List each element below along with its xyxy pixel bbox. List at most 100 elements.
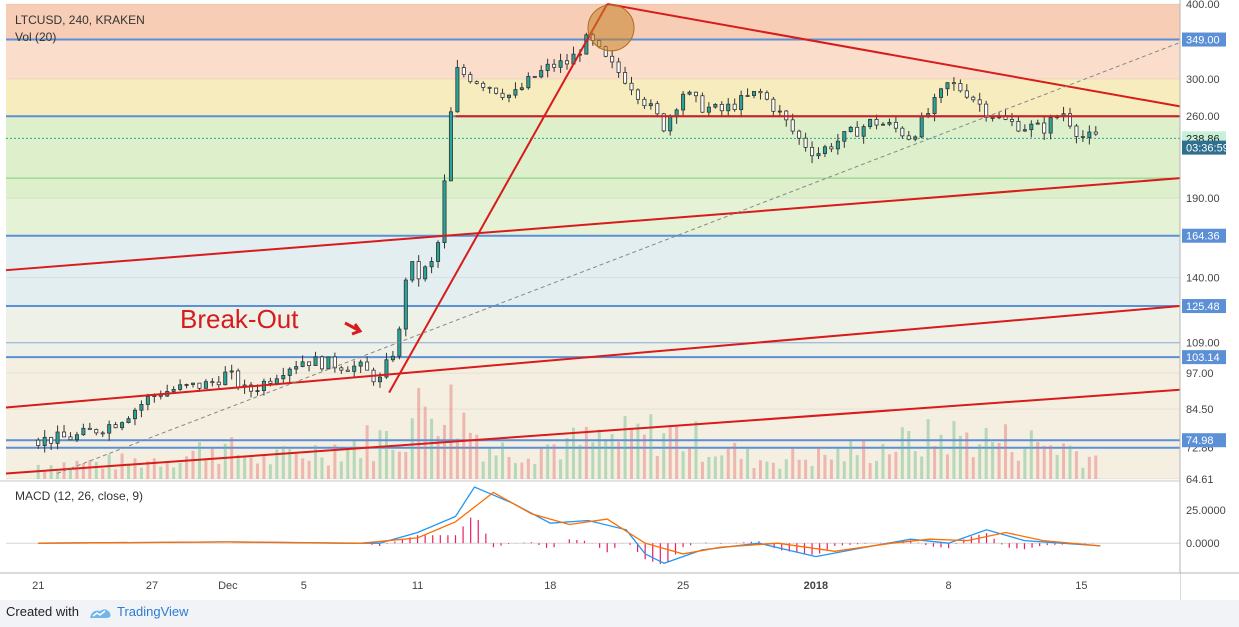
candle-body [332, 356, 337, 369]
candle-body [423, 266, 428, 280]
volume-bar [49, 465, 53, 479]
price-label-text: 74.98 [1186, 435, 1214, 447]
volume-bar [933, 446, 937, 479]
candle-body [429, 261, 434, 268]
candle-body [1080, 136, 1085, 138]
volume-bar [397, 451, 401, 479]
candle-body [771, 98, 776, 112]
volume-bar [120, 453, 124, 479]
volume-bar [1004, 424, 1008, 479]
candle-body [913, 136, 918, 140]
candle-body [448, 111, 453, 182]
volume-bar [384, 431, 388, 479]
candle-body [648, 103, 653, 107]
time-axis: 21 27 Dec 5 11 18 25 2018 8 15 [0, 572, 1239, 600]
volume-bar [971, 457, 975, 479]
candle-body [326, 356, 331, 370]
volume-bar [926, 419, 930, 479]
chart-canvas[interactable]: 400.00 300.00 260.00 190.00 164.36 140.00 125.… [0, 0, 1239, 600]
volume-bar [146, 461, 150, 479]
candle-body [307, 361, 312, 366]
volume-bar [991, 442, 995, 479]
candle-body [139, 404, 144, 411]
volume-bar [88, 460, 92, 479]
price-label-text: 125.48 [1186, 301, 1220, 313]
fib-band [6, 78, 1180, 117]
time-tick-label: 8 [946, 580, 952, 592]
volume-bar [462, 412, 466, 479]
candles-layer [36, 32, 1098, 453]
candle-body [880, 123, 885, 126]
volume-bar [804, 459, 808, 479]
volume-bar [326, 465, 330, 479]
candle-body [461, 67, 466, 75]
price-tick-label: 400.00 [1186, 0, 1220, 11]
volume-bar [733, 442, 737, 479]
candle-body [810, 147, 815, 157]
volume-bar [752, 468, 756, 479]
candle-body [94, 429, 99, 434]
candle-body [842, 131, 847, 142]
volume-bar [114, 469, 118, 479]
macd-tick-label: 25.0000 [1186, 505, 1226, 517]
volume-bar [952, 421, 956, 479]
candle-body [977, 99, 982, 105]
volume-bar [855, 455, 859, 479]
volume-bar [746, 446, 750, 479]
price-label-tag [1182, 32, 1226, 47]
tradingview-link[interactable]: TradingView [117, 604, 189, 619]
volume-bar [1068, 445, 1072, 479]
candle-body [49, 436, 54, 444]
candle-body [629, 82, 634, 91]
price-label-text: 164.36 [1186, 231, 1220, 243]
volume-bar [604, 439, 608, 479]
volume-bar [694, 421, 698, 479]
volume-bar [688, 447, 692, 479]
volume-bar [913, 451, 917, 479]
candle-body [745, 95, 750, 97]
candle-body [100, 432, 105, 435]
volume-bar [817, 447, 821, 479]
breakout-label: Break-Out [180, 304, 299, 334]
candle-body [274, 378, 279, 384]
volume-bar [610, 434, 614, 479]
volume-bar [649, 414, 653, 479]
volume-bar [875, 460, 879, 479]
volume-bar [726, 447, 730, 479]
candle-body [468, 74, 473, 83]
candle-body [958, 83, 963, 92]
volume-bar [488, 448, 492, 479]
candle-body [848, 126, 853, 132]
volume-bar [700, 461, 704, 479]
volume-bar [391, 449, 395, 479]
candle-body [752, 91, 757, 96]
candle-body [887, 121, 892, 125]
volume-bar [765, 461, 769, 479]
candle-body [216, 381, 221, 386]
candle-body [178, 384, 183, 390]
candle-body [951, 82, 956, 85]
volume-bar [442, 424, 446, 479]
breakout-arrow-icon [344, 321, 363, 336]
volume-bar [378, 430, 382, 479]
volume-bar [791, 448, 795, 479]
candle-body [487, 86, 492, 89]
volume-bar [1062, 443, 1066, 479]
volume-bar [707, 457, 711, 479]
candle-body [945, 82, 950, 90]
price-label-text: 349.00 [1186, 35, 1220, 47]
candle-body [81, 427, 86, 436]
candle-body [764, 92, 769, 100]
candle-body [403, 279, 408, 330]
candle-body [552, 63, 557, 68]
volume-bar [720, 455, 724, 479]
price-label-text: 03:36:59 [1186, 143, 1229, 155]
volume-bar [1029, 430, 1033, 479]
time-tick-label: Dec [218, 580, 238, 592]
candle-body [416, 261, 421, 280]
candle-body [36, 439, 41, 446]
candle-body [171, 389, 176, 392]
volume-bar [1036, 442, 1040, 479]
price-tick-label: 140.00 [1186, 273, 1220, 285]
candle-body [410, 261, 415, 281]
